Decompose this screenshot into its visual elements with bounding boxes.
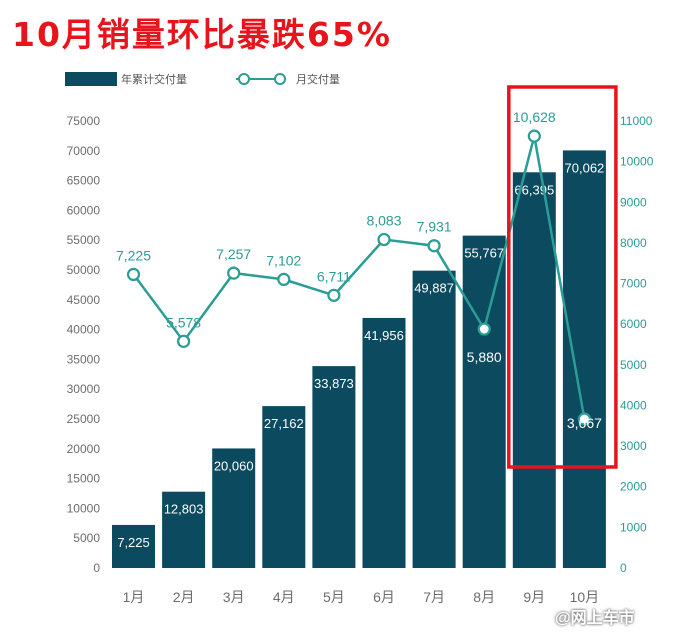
line-value-label: 8,083	[366, 213, 401, 229]
legend-bar-label: 年累计交付量	[121, 72, 187, 86]
right-axis-tick: 11000	[620, 114, 653, 128]
bar-value-label: 12,803	[164, 502, 204, 517]
highlight-rect	[507, 85, 618, 469]
x-axis-tick: 6月	[373, 589, 395, 605]
line-value-label: 7,102	[266, 252, 301, 268]
line-value-label: 6,711	[317, 268, 351, 284]
x-axis-tick: 1月	[123, 589, 145, 605]
line-point	[126, 267, 141, 282]
left-axis-tick: 0	[93, 561, 100, 575]
line-point	[177, 334, 191, 348]
legend-line-label: 月交付量	[296, 72, 340, 86]
left-axis-tick: 40000	[67, 323, 101, 337]
bar	[562, 150, 606, 568]
bar	[262, 406, 306, 568]
left-axis-tick: 65000	[67, 174, 101, 188]
line-value-label: 3,667	[567, 415, 602, 431]
line-value-label: 5,880	[467, 349, 502, 365]
bar	[462, 235, 506, 569]
line-point	[577, 412, 592, 426]
left-axis-tick: 10000	[67, 501, 101, 515]
left-axis: 0 5000 10000 15000 20000 25000 30000 35000 40000…	[67, 114, 101, 575]
bar	[212, 448, 256, 568]
left-axis-tick: 75000	[67, 114, 101, 128]
x-axis: 1月 2月 3月 4月 5月 6月 7月 8月 9月 10月	[123, 589, 600, 605]
line-point	[227, 266, 241, 280]
right-axis-tick: 10000	[620, 155, 654, 169]
line-value-label: 7,225	[116, 247, 151, 263]
legend-line-marker	[274, 73, 286, 85]
bar-value-label: 55,767	[464, 246, 504, 261]
line-point	[527, 129, 541, 143]
line-value-label: 10,628	[513, 109, 556, 125]
left-axis-tick: 55000	[67, 233, 101, 247]
right-axis-tick: 7000	[620, 277, 647, 291]
line-value-label: 7,931	[417, 219, 452, 235]
bar-value-label: 27,162	[264, 416, 304, 431]
right-axis-tick: 8000	[620, 236, 647, 250]
line-labels: 7,225 5,578 7,257 7,102 6,711 8,083 7,931 5,880…	[116, 109, 602, 431]
watermark: @网上车市	[555, 610, 635, 627]
left-axis-tick: 30000	[67, 382, 101, 396]
left-axis-tick: 15000	[67, 472, 101, 486]
line-point	[327, 288, 341, 302]
left-axis-tick: 5000	[73, 531, 100, 545]
right-axis-tick: 6000	[620, 317, 647, 331]
x-axis-tick: 7月	[423, 589, 445, 605]
x-axis-tick: 8月	[473, 589, 495, 605]
bar-labels: 7,225 12,803 20,060 27,162 33,873 41,956 49,88…	[117, 160, 604, 550]
left-axis-tick: 70000	[67, 144, 101, 158]
left-axis-tick: 45000	[67, 293, 101, 307]
line-point	[277, 272, 291, 287]
line-point	[477, 322, 491, 336]
right-axis-tick: 3000	[620, 439, 647, 453]
right-axis-tick: 1000	[620, 520, 647, 534]
bar	[162, 491, 206, 568]
bar	[312, 366, 356, 568]
line-point	[377, 232, 391, 247]
highlight-box	[507, 85, 618, 469]
bar-value-label: 20,060	[214, 458, 254, 473]
x-axis-tick: 5月	[323, 589, 345, 605]
bar	[412, 270, 456, 568]
left-axis-tick: 25000	[67, 412, 101, 426]
bar	[362, 317, 406, 568]
legend-bar-swatch	[65, 72, 117, 86]
x-axis-tick: 3月	[223, 589, 245, 605]
right-axis-tick: 4000	[620, 398, 647, 412]
left-axis-tick: 35000	[67, 352, 101, 366]
line-point	[427, 239, 441, 253]
bar-value-label: 33,873	[314, 376, 354, 391]
left-axis-tick: 20000	[67, 442, 101, 456]
x-axis-tick: 4月	[273, 589, 295, 605]
right-axis: 0 1000 2000 3000 4000 5000 6000 7000 8000 9000 100…	[620, 114, 654, 575]
left-axis-tick: 60000	[67, 203, 101, 217]
left-axis-tick: 50000	[67, 263, 101, 277]
right-axis-tick: 5000	[620, 358, 647, 372]
bar-value-label: 41,956	[364, 328, 404, 343]
bar-value-label: 7,225	[117, 535, 150, 550]
bar	[112, 524, 155, 568]
chart-headline: 10月销量环比暴跌65%	[12, 15, 392, 54]
bar-series	[112, 150, 606, 569]
x-axis-tick: 9月	[523, 589, 545, 605]
legend-line-marker	[238, 73, 250, 85]
bar-value-label: 70,062	[565, 160, 605, 175]
line-value-label: 5,578	[166, 314, 201, 330]
x-axis-tick: 2月	[173, 589, 195, 605]
right-axis-tick: 0	[620, 561, 627, 575]
legend: 年累计交付量 月交付量	[65, 72, 340, 86]
bar	[512, 172, 556, 568]
bar-value-label: 49,887	[414, 281, 454, 296]
line-value-label: 7,257	[216, 246, 251, 262]
right-axis-tick: 2000	[620, 480, 647, 494]
x-axis-tick: 10月	[570, 589, 600, 605]
right-axis-tick: 9000	[620, 195, 647, 209]
